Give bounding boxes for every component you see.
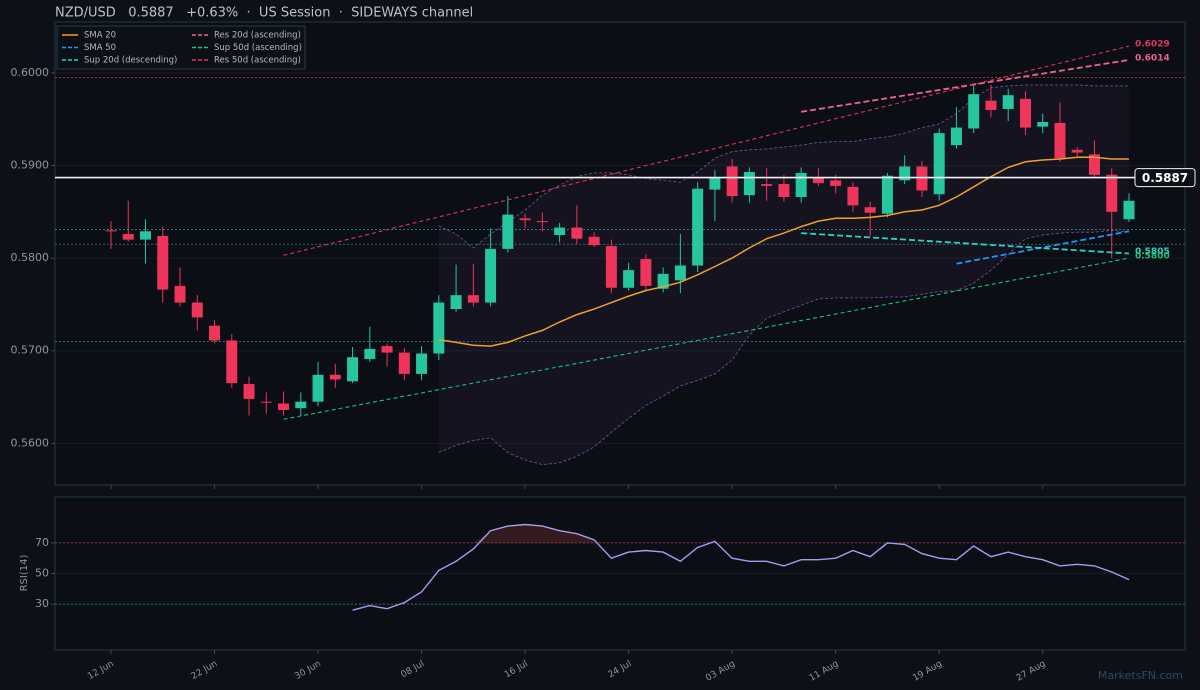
candle-body <box>260 401 272 403</box>
candle-body <box>985 100 997 110</box>
y-tick-label: 70 <box>35 536 49 549</box>
candle-body <box>433 302 445 354</box>
legend-label: Sup 20d (descending) <box>84 56 177 66</box>
trend-line <box>801 59 1130 113</box>
trend-line <box>956 230 1130 265</box>
candle-body <box>795 172 807 198</box>
legend-label: SMA 20 <box>84 31 116 41</box>
candle-body <box>226 340 238 384</box>
trend-label: 0.6029 <box>1135 40 1170 50</box>
candle-body <box>830 180 842 186</box>
watermark: MarketsFN.com <box>1098 669 1183 682</box>
legend-label: Res 50d (ascending) <box>214 56 301 66</box>
candle-body <box>674 265 686 281</box>
price-box <box>1134 168 1196 188</box>
candle-body <box>105 230 117 232</box>
candle-body <box>329 374 341 380</box>
band-lower <box>438 229 1130 466</box>
candle-body <box>778 184 790 198</box>
candle-body <box>1037 122 1049 127</box>
candle-body <box>657 273 669 289</box>
candle-body <box>347 357 359 382</box>
candle-body <box>381 346 393 353</box>
trend-line <box>801 232 1130 255</box>
candle-body <box>588 236 600 246</box>
candle-body <box>364 348 376 360</box>
y-tick-label: 0.5800 <box>11 251 50 264</box>
candle-body <box>761 184 773 186</box>
candle-body <box>1123 200 1135 220</box>
candle-body <box>174 285 186 303</box>
candle-body <box>295 401 307 409</box>
candle-body <box>709 177 721 190</box>
candle-body <box>623 270 635 288</box>
candle-body <box>278 403 290 410</box>
price-panel <box>54 21 1186 486</box>
legend <box>56 25 306 70</box>
trend-label: 0.5805 <box>1135 247 1170 257</box>
candle-body <box>398 352 410 374</box>
candle-body <box>933 133 945 195</box>
candle-body <box>605 246 617 288</box>
candle-body <box>1054 122 1066 159</box>
rsi-line <box>352 523 1130 611</box>
candle-body <box>243 384 255 399</box>
candle-body <box>1002 95 1014 110</box>
candle-body <box>1071 149 1083 153</box>
sma-line <box>438 156 1129 347</box>
candle-body <box>191 302 203 318</box>
candle-body <box>743 172 755 196</box>
candle-body <box>140 231 152 240</box>
legend-label: Sup 50d (ascending) <box>214 43 302 53</box>
candle-body <box>519 218 531 221</box>
candle-body <box>968 94 980 129</box>
legend-label: Res 20d (ascending) <box>214 31 301 41</box>
candle-body <box>536 221 548 223</box>
candle-body <box>692 188 704 266</box>
candle-body <box>1019 98 1031 128</box>
band-area <box>438 84 1129 465</box>
y-tick-label: 50 <box>35 567 49 580</box>
candle-body <box>847 186 859 206</box>
candle-body <box>122 234 134 240</box>
trend-label: 0.6014 <box>1135 53 1170 63</box>
price-label: 0.5887 <box>1142 171 1188 185</box>
rsi-axis-label: RSI(14) <box>19 555 30 592</box>
chart-title: NZD/USD 0.5887 +0.63% · US Session · SID… <box>55 6 473 21</box>
candle-body <box>157 235 169 290</box>
candle-body <box>416 353 428 374</box>
candle-body <box>1106 174 1118 212</box>
y-tick-label: 0.5600 <box>11 436 50 449</box>
candle-body <box>899 166 911 181</box>
overbought-area <box>473 524 595 543</box>
trend-line <box>283 257 1130 420</box>
candle-body <box>209 325 221 341</box>
candle-body <box>571 227 583 239</box>
candle-body <box>554 227 566 235</box>
y-tick-label: 0.5900 <box>11 159 50 172</box>
candle-body <box>864 207 876 213</box>
candle-body <box>916 166 928 191</box>
legend-label: SMA 50 <box>84 43 116 53</box>
candle-body <box>502 214 514 249</box>
candle-body <box>812 177 824 184</box>
candle-body <box>1088 154 1100 175</box>
candle-body <box>485 248 497 303</box>
y-tick-label: 30 <box>35 597 49 610</box>
band-upper <box>438 84 1129 249</box>
y-tick-label: 0.5700 <box>11 344 50 357</box>
candle-body <box>312 374 324 402</box>
trend-label: 0.5800 <box>1135 252 1170 262</box>
candle-body <box>467 295 479 303</box>
candle-body <box>881 175 893 214</box>
y-tick-label: 0.6000 <box>11 66 50 79</box>
candle-body <box>640 259 652 286</box>
trend-line <box>283 45 1130 256</box>
candle-body <box>726 166 738 197</box>
candle-body <box>450 295 462 310</box>
candle-body <box>950 127 962 146</box>
